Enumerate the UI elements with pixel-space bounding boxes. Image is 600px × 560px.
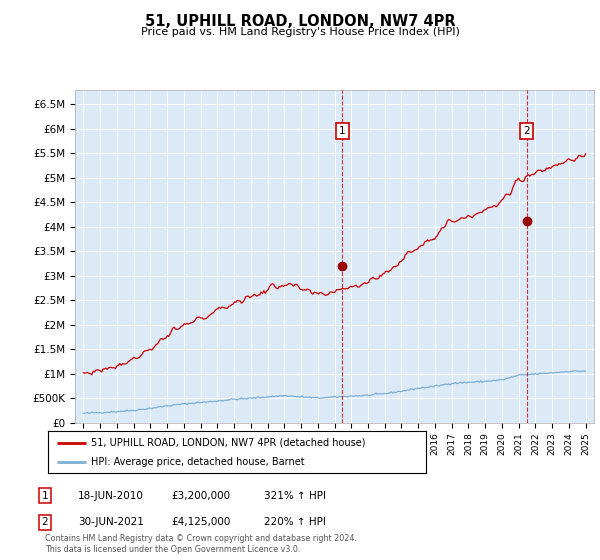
Text: HPI: Average price, detached house, Barnet: HPI: Average price, detached house, Barn…: [91, 457, 305, 467]
Text: 51, UPHILL ROAD, LONDON, NW7 4PR (detached house): 51, UPHILL ROAD, LONDON, NW7 4PR (detach…: [91, 437, 366, 447]
Text: 2: 2: [524, 126, 530, 136]
Text: 51, UPHILL ROAD, LONDON, NW7 4PR: 51, UPHILL ROAD, LONDON, NW7 4PR: [145, 14, 455, 29]
Text: £3,200,000: £3,200,000: [171, 491, 230, 501]
Text: 1: 1: [339, 126, 346, 136]
Text: 2: 2: [41, 517, 49, 528]
Text: Price paid vs. HM Land Registry's House Price Index (HPI): Price paid vs. HM Land Registry's House …: [140, 27, 460, 37]
Text: 321% ↑ HPI: 321% ↑ HPI: [264, 491, 326, 501]
Text: 18-JUN-2010: 18-JUN-2010: [78, 491, 144, 501]
Text: 220% ↑ HPI: 220% ↑ HPI: [264, 517, 326, 528]
Text: 1: 1: [41, 491, 49, 501]
Text: 30-JUN-2021: 30-JUN-2021: [78, 517, 144, 528]
Text: Contains HM Land Registry data © Crown copyright and database right 2024.
This d: Contains HM Land Registry data © Crown c…: [45, 534, 357, 554]
Text: £4,125,000: £4,125,000: [171, 517, 230, 528]
